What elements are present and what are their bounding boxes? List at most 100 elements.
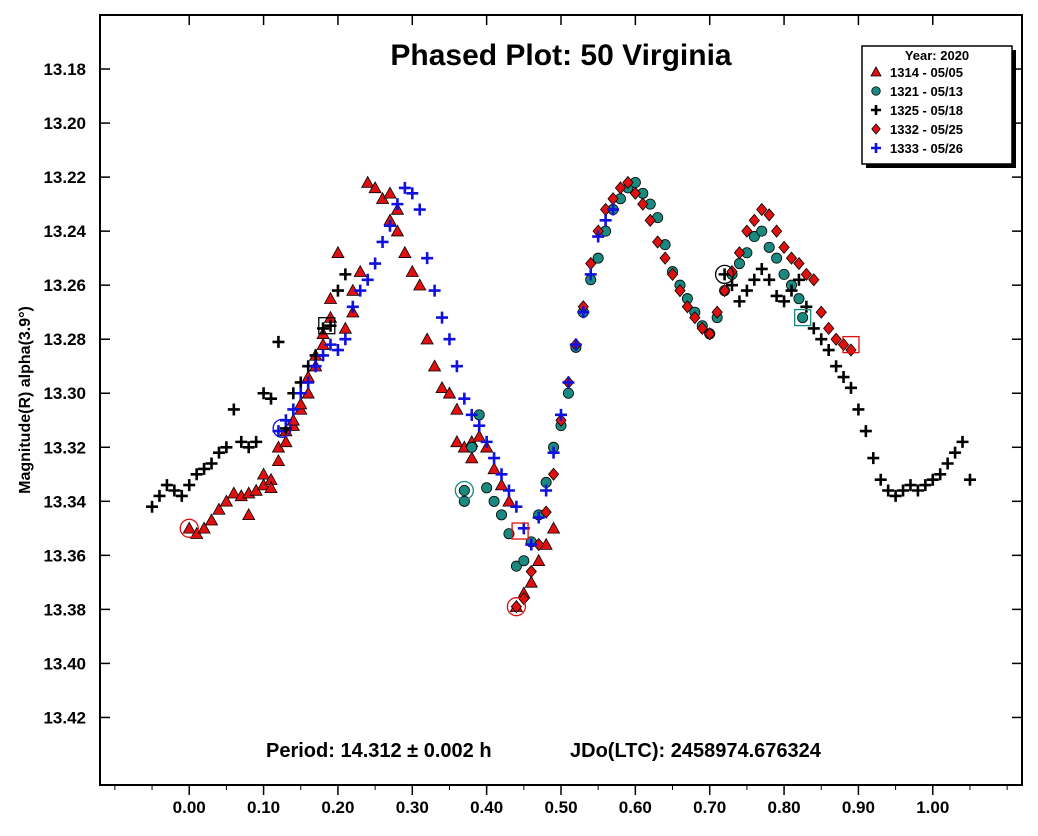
data-point	[852, 403, 865, 416]
data-point	[458, 495, 470, 507]
data-point	[383, 186, 397, 199]
data-point	[488, 495, 500, 507]
data-point	[770, 289, 783, 302]
data-point	[704, 327, 716, 341]
data-point	[146, 500, 159, 513]
legend-entry: 1325 - 05/18	[890, 103, 963, 118]
data-point	[949, 446, 962, 459]
highlight-square	[794, 308, 812, 327]
data-point	[227, 486, 241, 499]
legend-shadow-bottom	[866, 164, 1016, 168]
data-point	[487, 462, 501, 475]
data-point	[496, 509, 508, 521]
data-point	[807, 322, 820, 335]
highlight-circle	[272, 418, 292, 439]
data-point	[733, 246, 746, 260]
data-point	[800, 267, 812, 281]
data-point	[413, 203, 426, 216]
data-point	[168, 484, 181, 497]
data-point	[599, 214, 612, 227]
epoch-label: JDo(LTC): 2458974.676324	[570, 740, 822, 762]
data-point	[339, 268, 352, 281]
legend-entry: 1321 - 05/13	[890, 84, 963, 99]
data-point	[518, 591, 530, 606]
data-point	[941, 457, 954, 470]
data-point	[443, 333, 456, 346]
data-point	[212, 446, 225, 459]
data-point	[674, 283, 686, 298]
data-point	[294, 387, 307, 400]
data-point	[533, 537, 545, 552]
data-point	[331, 344, 344, 357]
highlight-circle	[454, 480, 474, 501]
data-point	[494, 478, 509, 491]
data-point	[346, 300, 359, 313]
data-point	[242, 441, 255, 454]
data-point	[205, 457, 218, 470]
legend-box	[861, 45, 1013, 165]
data-point	[405, 264, 419, 277]
data-point	[681, 300, 694, 314]
data-point	[510, 500, 523, 513]
data-point	[376, 235, 389, 248]
legend: Year: 2020 1314 - 05/05 1321 - 05/13 1325 …	[861, 45, 1016, 168]
legend-marker	[871, 143, 881, 153]
data-point	[837, 371, 850, 384]
data-point	[547, 467, 560, 481]
data-point	[748, 231, 760, 243]
data-point	[963, 473, 976, 486]
data-point	[272, 335, 285, 348]
data-point	[755, 262, 768, 275]
data-point	[390, 224, 405, 237]
data-point	[808, 273, 820, 287]
data-point	[360, 175, 375, 188]
data-point	[525, 538, 538, 551]
data-point	[450, 435, 464, 448]
data-point	[436, 311, 449, 324]
data-point	[450, 360, 463, 373]
data-point	[510, 560, 522, 572]
data-point	[339, 333, 352, 346]
x-tick-label: 0.60	[619, 798, 652, 817]
data-point	[756, 225, 768, 237]
data-point	[190, 468, 203, 481]
data-point	[197, 521, 211, 534]
data-point	[420, 332, 434, 345]
data-point	[398, 181, 411, 194]
data-point	[442, 386, 457, 399]
highlight-circle	[506, 597, 527, 617]
legend-title: Year: 2020	[905, 48, 969, 63]
data-point	[458, 485, 470, 497]
data-point	[763, 208, 775, 222]
y-tick-label: 13.30	[43, 384, 86, 403]
data-point	[771, 224, 783, 238]
y-tick-label: 13.24	[43, 222, 86, 241]
x-tick-label: 0.50	[544, 798, 577, 817]
data-point	[435, 381, 449, 394]
data-point	[458, 392, 471, 405]
data-point	[488, 452, 501, 465]
data-point	[331, 245, 345, 258]
data-point	[532, 553, 546, 566]
data-point	[450, 402, 464, 415]
data-point	[540, 505, 552, 519]
data-point	[822, 344, 835, 357]
data-point	[904, 479, 917, 492]
x-tick-label: 0.10	[247, 798, 280, 817]
data-point	[815, 333, 828, 346]
data-point	[889, 489, 902, 502]
data-point	[182, 521, 196, 534]
data-point	[271, 453, 286, 466]
data-point	[733, 258, 745, 270]
data-point	[830, 332, 842, 346]
period-label: Period: 14.312 ± 0.002 h	[266, 740, 492, 762]
x-tick-label: 0.30	[396, 798, 429, 817]
data-point	[540, 484, 553, 497]
data-point	[309, 360, 322, 373]
data-point	[256, 467, 271, 480]
y-axis-label: Magnitude(R) alpha(3.9°)	[17, 306, 34, 494]
data-point	[897, 484, 910, 497]
y-tick-label: 13.28	[43, 330, 86, 349]
legend-marker	[871, 86, 881, 96]
